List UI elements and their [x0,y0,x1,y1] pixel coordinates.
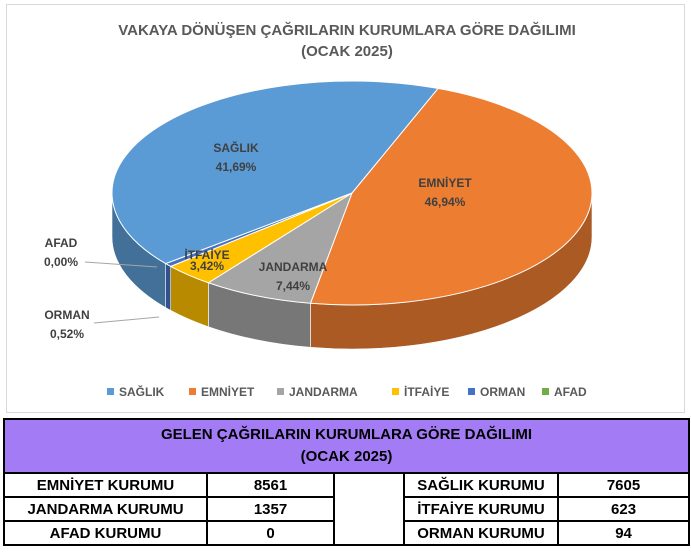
pie-side-orman [165,263,172,311]
jandarma-name: JANDARMA KURUMU [3,496,208,522]
table-row: AFAD KURUMU 0 ORMAN KURUMU 94 [3,520,691,546]
pie-slice-sağlik [111,80,439,265]
data-label-value-orman: 0,52% [50,327,84,341]
data-label-name-emni̇yet: EMNİYET [418,175,472,190]
data-label-name-afad: AFAD [45,236,78,250]
data-label-name-jandarma: JANDARMA [259,260,328,274]
legend-label-afad: AFAD [554,385,587,399]
orman-value: 94 [556,520,691,546]
pie-slice-jandarma [207,191,353,304]
table-title: GELEN ÇAĞRILARIN KURUMLARA GÖRE DAĞILIMI… [2,418,691,474]
afad-name: AFAD KURUMU [3,520,208,546]
saglik-value: 7605 [556,472,691,498]
data-label-value-i̇tfai̇ye: 3,42% [190,259,224,273]
leader-line-orman [93,316,160,324]
chart-title: VAKAYA DÖNÜŞEN ÇAĞRILARIN KURUMLARA GÖRE… [118,21,576,39]
data-label-name-sağlik: SAĞLIK [213,140,259,155]
chart-subtitle: (OCAK 2025) [301,43,393,60]
table-row: EMNİYET KURUMU 8561 SAĞLIK KURUMU 7605 [3,472,691,546]
legend-swatch-sağlik [107,388,114,395]
pie-slice-emni̇yet [309,87,593,306]
pie-chart: VAKAYA DÖNÜŞEN ÇAĞRILARIN KURUMLARA GÖRE… [44,21,593,399]
emniyet-name: EMNİYET KURUMU [3,472,208,498]
data-label-value-afad: 0,00% [44,255,78,269]
legend-label-emni̇yet: EMNİYET [201,384,255,399]
legend-swatch-jandarma [277,388,284,395]
legend-label-jandarma: JANDARMA [289,385,358,399]
data-label-value-sağlik: 41,69% [216,160,257,174]
orman-name: ORMAN KURUMU [403,520,559,546]
data-label-name-orman: ORMAN [44,308,89,322]
data-label-name-i̇tfai̇ye: İTFAİYE [184,247,229,262]
data-label-value-emni̇yet: 46,94% [425,195,466,209]
legend: SAĞLIK EMNİYET JANDARMA İTFAİYE ORMAN AFAD [107,384,587,399]
leader-line-afad [84,261,158,268]
saglik-name: SAĞLIK KURUMU [403,472,559,498]
itfaiye-value: 623 [556,496,691,522]
leader-lines [84,261,160,324]
emniyet-value: 8561 [206,472,335,498]
itfaiye-name: İTFAİYE KURUMU [403,496,559,522]
legend-label-orman: ORMAN [480,385,525,399]
table-row: JANDARMA KURUMU 1357 İTFAİYE KURUMU 623 [3,496,691,522]
summary-table: GELEN ÇAĞRILARIN KURUMLARA GÖRE DAĞILIMI… [2,418,691,546]
afad-value: 0 [206,520,335,546]
pie-sides [111,192,593,350]
legend-swatch-orman [468,388,475,395]
legend-swatch-i̇tfai̇ye [392,388,399,395]
pie-tops [111,80,593,306]
data-label-value-jandarma: 7,44% [276,279,310,293]
legend-label-sağlik: SAĞLIK [119,384,165,399]
legend-swatch-afad [542,388,549,395]
legend-label-i̇tfai̇ye: İTFAİYE [404,384,449,399]
table-title-line2: (OCAK 2025) [300,448,393,465]
chart-area: VAKAYA DÖNÜŞEN ÇAĞRILARIN KURUMLARA GÖRE… [6,4,685,413]
legend-swatch-emni̇yet [189,388,196,395]
table-spacer [333,472,405,546]
table-title-line1: GELEN ÇAĞRILARIN KURUMLARA GÖRE DAĞILIMI [160,426,533,443]
jandarma-value: 1357 [206,496,335,522]
data-labels: SAĞLIK 41,69% EMNİYET 46,94% JANDARMA 7,44% İT… [44,140,472,341]
